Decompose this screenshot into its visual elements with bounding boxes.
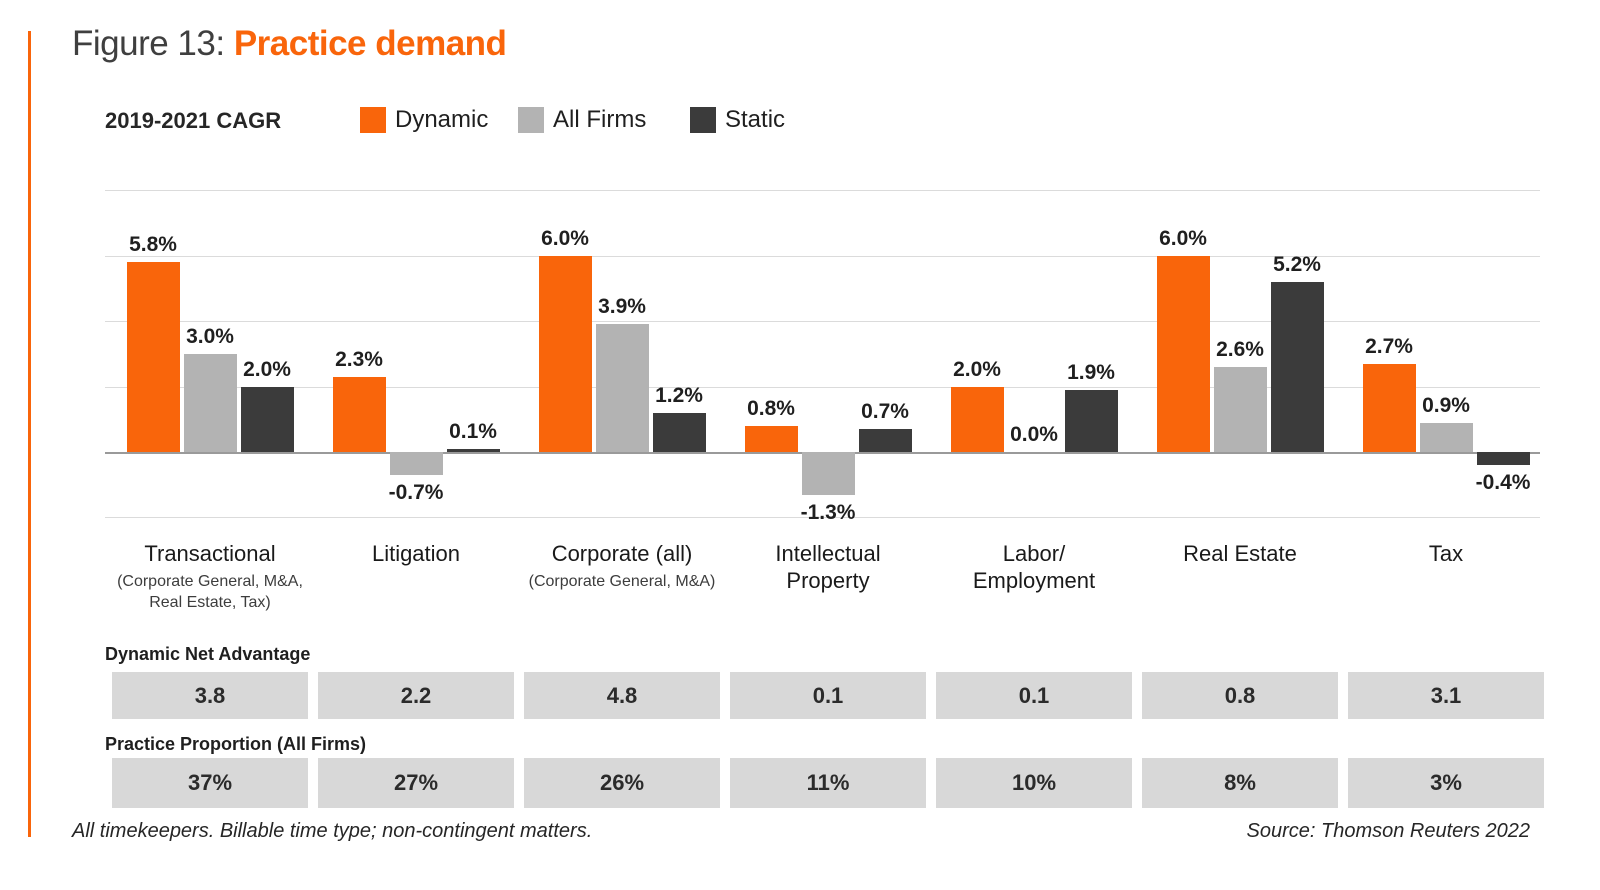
table-cell: 37% bbox=[112, 758, 308, 808]
bar-value-label: 6.0% bbox=[1159, 226, 1207, 250]
table-cell: 2.2 bbox=[318, 672, 514, 719]
table-cell: 27% bbox=[318, 758, 514, 808]
bar-dynamic bbox=[538, 255, 592, 452]
bar-value-label: 2.3% bbox=[335, 347, 383, 371]
legend-item-label: All Firms bbox=[553, 106, 647, 133]
bar-value-label: 6.0% bbox=[541, 226, 589, 250]
bar-all-firms bbox=[801, 452, 855, 495]
bar-dynamic bbox=[1362, 363, 1416, 452]
bar-static bbox=[858, 429, 912, 452]
bar-all-firms bbox=[1419, 422, 1473, 452]
legend-title: 2019-2021 CAGR bbox=[105, 108, 282, 133]
category-label: Litigation bbox=[313, 540, 519, 567]
category-name: Tax bbox=[1428, 541, 1464, 566]
bar-static bbox=[240, 386, 294, 452]
bar-dynamic bbox=[950, 386, 1004, 452]
bar-static bbox=[652, 412, 706, 452]
category-name: Intellectual Property bbox=[775, 541, 881, 593]
table-cell: 26% bbox=[524, 758, 720, 808]
bar-value-label: 0.9% bbox=[1422, 393, 1470, 417]
chart-legend: 2019-2021 CAGR Dynamic All Firms Static bbox=[0, 107, 1600, 135]
gridline bbox=[105, 386, 1540, 388]
bar-value-label: 2.7% bbox=[1365, 334, 1413, 358]
table-cell: 10% bbox=[936, 758, 1132, 808]
category-name: Real Estate bbox=[1183, 541, 1297, 566]
bar-value-label: 5.8% bbox=[129, 233, 177, 257]
category-sublabel: (Corporate General, M&A, Real Estate, Ta… bbox=[117, 573, 303, 611]
table-cell: 0.1 bbox=[936, 672, 1132, 719]
category-label: Real Estate bbox=[1137, 540, 1343, 567]
category-name: Labor/ Employment bbox=[972, 541, 1096, 593]
table-row2-label: Practice Proportion (All Firms) bbox=[105, 734, 367, 754]
bar-static bbox=[446, 448, 500, 452]
category-label: Labor/ Employment bbox=[931, 540, 1137, 594]
bar-value-label: 3.0% bbox=[186, 324, 234, 348]
table-cell: 4.8 bbox=[524, 672, 720, 719]
legend-item-label: Dynamic bbox=[395, 106, 489, 133]
bar-all-firms bbox=[389, 452, 443, 475]
gridline bbox=[105, 255, 1540, 257]
footnote: All timekeepers. Billable time type; non… bbox=[72, 820, 593, 842]
bar-all-firms bbox=[1213, 366, 1267, 452]
bar-value-label: -1.3% bbox=[800, 500, 856, 524]
table-cell: 3.1 bbox=[1348, 672, 1544, 719]
bar-value-label: 3.9% bbox=[598, 295, 646, 319]
bar-value-label: 2.0% bbox=[953, 357, 1001, 381]
bar-value-label: 0.1% bbox=[449, 419, 497, 443]
bar-dynamic bbox=[332, 376, 386, 452]
table-cell: 11% bbox=[730, 758, 926, 808]
figure-title: Figure 13: Practice demand bbox=[72, 24, 507, 64]
bar-dynamic bbox=[1156, 255, 1210, 452]
bar-value-label: 1.9% bbox=[1067, 360, 1115, 384]
legend-item-label: Static bbox=[725, 106, 786, 133]
category-name: Litigation bbox=[371, 541, 461, 566]
bar-value-label: -0.7% bbox=[388, 480, 444, 504]
category-name: Corporate (all) bbox=[551, 541, 693, 566]
bar-static bbox=[1476, 452, 1530, 466]
gridline bbox=[105, 190, 1540, 192]
bar-value-label: 5.2% bbox=[1273, 252, 1321, 276]
bar-all-firms bbox=[183, 353, 237, 452]
legend-swatch-icon bbox=[518, 107, 544, 133]
gridline bbox=[105, 517, 1540, 519]
category-sublabel: (Corporate General, M&A) bbox=[528, 573, 716, 590]
table-cell: 3.8 bbox=[112, 672, 308, 719]
bar-value-label: -0.4% bbox=[1475, 471, 1531, 495]
bar-all-firms bbox=[595, 324, 649, 452]
bar-static bbox=[1270, 281, 1324, 452]
table-row1-label: Dynamic Net Advantage bbox=[105, 644, 311, 664]
bar-value-label: 0.7% bbox=[861, 400, 909, 424]
legend-swatch-icon bbox=[360, 107, 386, 133]
category-name: Transactional bbox=[144, 541, 276, 566]
table-cell: 8% bbox=[1142, 758, 1338, 808]
table-cell: 3% bbox=[1348, 758, 1544, 808]
figure-number: Figure 13: bbox=[72, 24, 234, 63]
bar-static bbox=[1064, 389, 1118, 452]
table-cell: 0.8 bbox=[1142, 672, 1338, 719]
legend-swatch-icon bbox=[690, 107, 716, 133]
figure-title-text: Practice demand bbox=[233, 24, 507, 63]
category-label: Transactional (Corporate General, M&A, Re… bbox=[107, 540, 313, 613]
table-cell: 0.1 bbox=[730, 672, 926, 719]
bar-dynamic bbox=[744, 425, 798, 452]
orange-accent-line bbox=[28, 31, 31, 837]
category-label: Intellectual Property bbox=[725, 540, 931, 594]
bar-value-label: 0.0% bbox=[1010, 423, 1058, 446]
gridline bbox=[105, 321, 1540, 323]
bar-dynamic bbox=[126, 262, 180, 452]
category-label: Corporate (all) (Corporate General, M&A) bbox=[519, 540, 725, 592]
bar-value-label: 2.6% bbox=[1216, 337, 1264, 361]
bar-value-label: 1.2% bbox=[655, 383, 703, 407]
category-label: Tax bbox=[1343, 540, 1549, 567]
source-note: Source: Thomson Reuters 2022 bbox=[1246, 820, 1531, 842]
bar-value-label: 0.8% bbox=[747, 396, 795, 420]
bar-value-label: 2.0% bbox=[243, 357, 291, 381]
